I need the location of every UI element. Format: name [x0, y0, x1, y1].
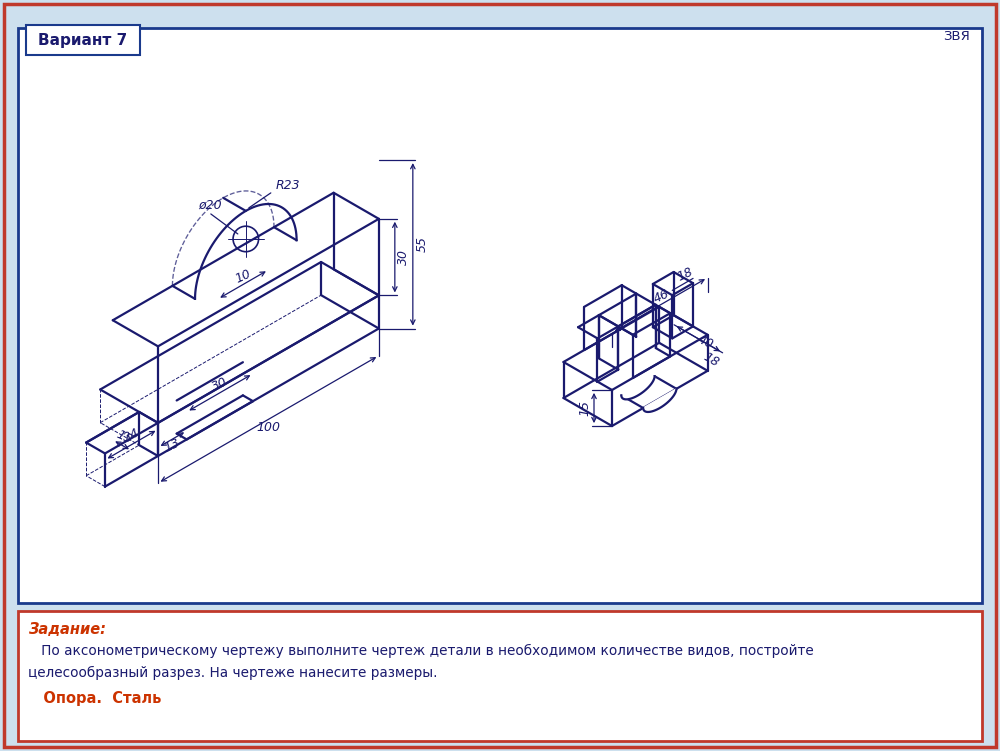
Text: R23: R23 [276, 179, 300, 192]
Text: Вариант 7: Вариант 7 [38, 32, 128, 47]
Text: 40: 40 [695, 333, 715, 351]
FancyBboxPatch shape [18, 611, 982, 741]
Text: Опора.  Сталь: Опора. Сталь [28, 692, 161, 707]
FancyBboxPatch shape [26, 25, 140, 55]
Text: 100: 100 [256, 421, 280, 434]
Text: ø20: ø20 [198, 199, 221, 212]
Text: 30: 30 [210, 376, 230, 394]
Text: 15: 15 [578, 400, 592, 416]
Text: Задание:: Задание: [28, 622, 106, 637]
Text: целесообразный разрез. На чертеже нанесите размеры.: целесообразный разрез. На чертеже нанеси… [28, 666, 438, 680]
Text: 18: 18 [701, 350, 721, 369]
Text: 15: 15 [114, 428, 134, 447]
Text: 18: 18 [675, 265, 695, 284]
Text: 46: 46 [652, 287, 672, 306]
Text: 55: 55 [415, 237, 428, 252]
Text: По аксонометрическому чертежу выполните чертеж детали в необходимом количестве в: По аксонометрическому чертежу выполните … [28, 644, 814, 658]
Text: 30: 30 [397, 249, 410, 265]
Polygon shape [643, 389, 676, 412]
Text: 13: 13 [162, 436, 182, 454]
FancyBboxPatch shape [18, 28, 982, 603]
Text: 24: 24 [122, 427, 141, 445]
Polygon shape [621, 376, 655, 400]
FancyBboxPatch shape [4, 4, 996, 747]
Text: ЗВЯ: ЗВЯ [943, 29, 970, 43]
Text: 10: 10 [233, 267, 253, 286]
